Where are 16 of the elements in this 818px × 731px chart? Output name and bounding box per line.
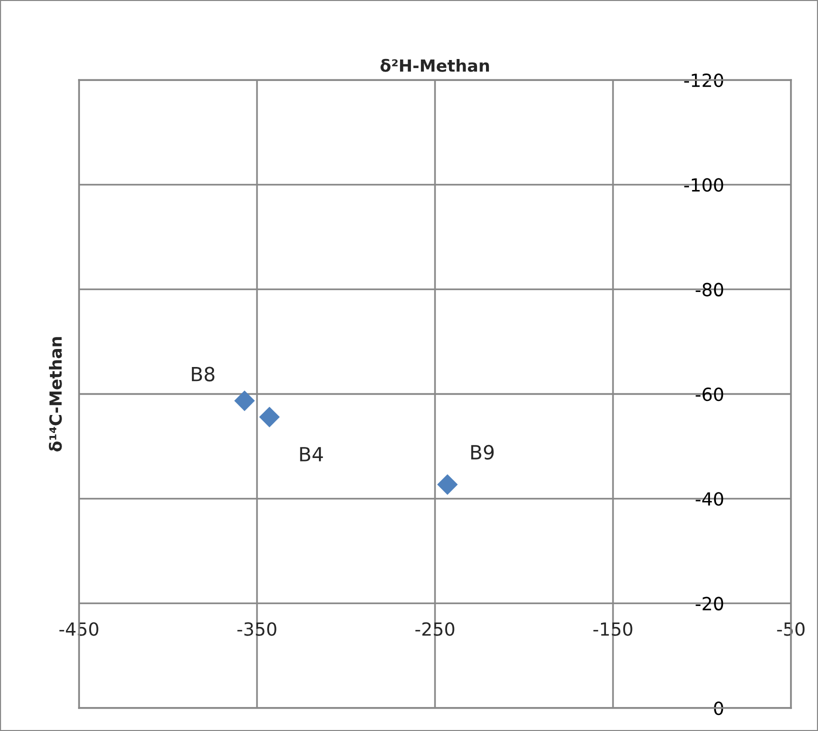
x-tick-label: -350: [237, 622, 276, 636]
point: [234, 390, 255, 412]
y-tick-label: -40: [696, 492, 724, 506]
x-tick-label: -150: [593, 622, 632, 636]
annotation: B9: [471, 444, 494, 460]
y-tick-label: -100: [684, 178, 724, 192]
y-tick-label: -60: [696, 387, 724, 402]
point: [437, 474, 458, 495]
y-tick-label: -80: [696, 282, 724, 296]
annotation: B4: [300, 447, 323, 462]
x-axis-title: δ²H-Methan: [380, 58, 489, 72]
annotation: B8: [192, 366, 214, 382]
y-tick-label: -20: [696, 596, 724, 610]
x-tick-label: -250: [415, 622, 454, 636]
y-axis-title: δ¹⁴C-Methan: [48, 337, 62, 452]
point: [259, 406, 280, 428]
